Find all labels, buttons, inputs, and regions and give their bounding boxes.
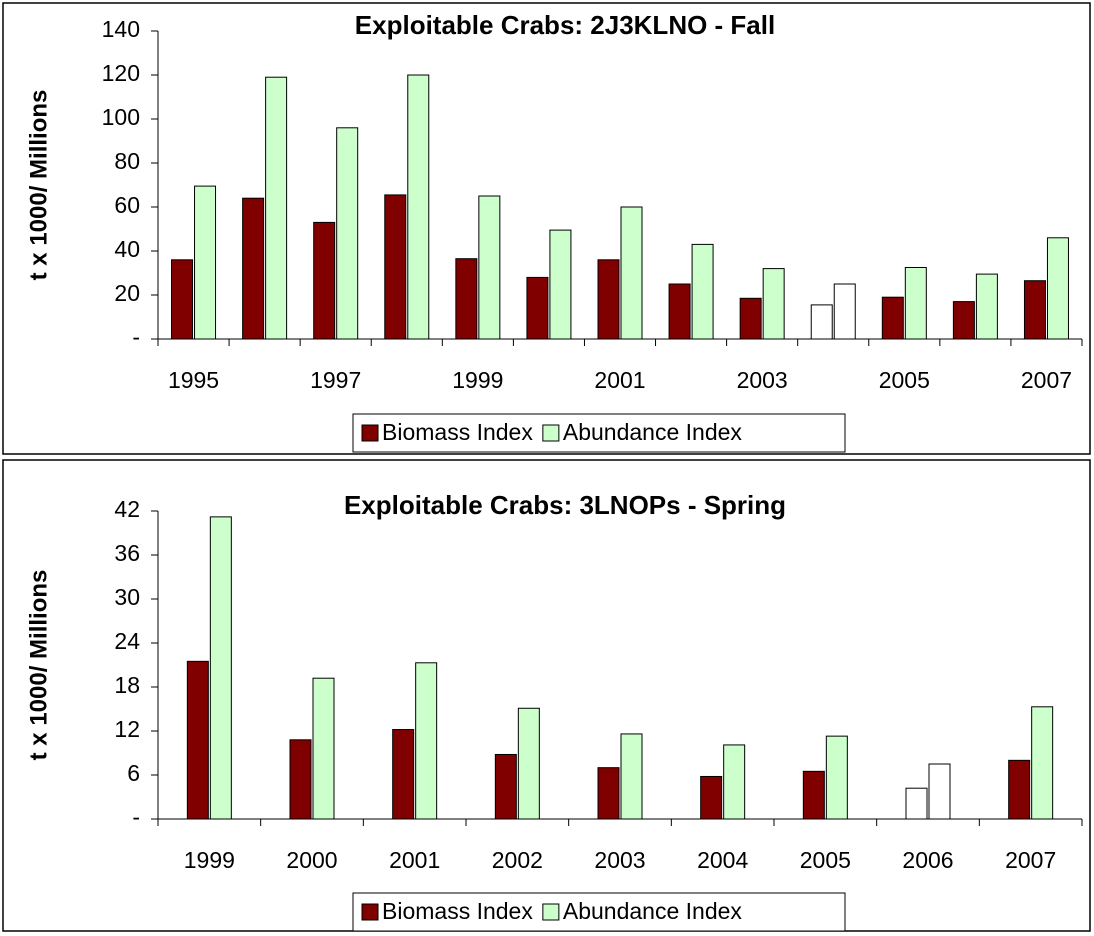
y-tick-label: -	[132, 324, 140, 350]
y-tick-label: 42	[114, 496, 140, 522]
bar	[739, 297, 762, 340]
bar	[904, 267, 927, 340]
chart-frame	[2, 2, 1091, 455]
bar	[526, 276, 549, 340]
bar	[384, 194, 407, 340]
legend-label: Biomass Index	[382, 898, 533, 924]
y-tick-label: 6	[127, 760, 140, 786]
x-tick-label: 1997	[310, 367, 361, 393]
bar	[597, 767, 620, 820]
y-tick-label: 140	[102, 16, 140, 42]
x-tick-label: 1999	[184, 847, 235, 873]
bar	[455, 258, 478, 340]
legend-swatch	[361, 903, 379, 921]
bar	[825, 735, 848, 820]
y-tick-label: -	[132, 804, 140, 830]
bar	[700, 775, 723, 820]
x-tick-label: 2004	[697, 847, 748, 873]
legend-label: Abundance Index	[563, 898, 743, 924]
bar	[407, 74, 430, 340]
bar	[1031, 706, 1054, 820]
bar	[392, 729, 415, 820]
bar	[597, 259, 620, 340]
bar	[802, 770, 825, 820]
bar	[620, 733, 643, 820]
bar	[691, 243, 714, 340]
bar	[171, 259, 194, 340]
legend-box	[352, 413, 846, 453]
x-tick-label: 2007	[1021, 367, 1072, 393]
bar	[833, 283, 856, 340]
bar	[668, 283, 691, 340]
bar	[762, 268, 785, 340]
x-tick-label: 2002	[492, 847, 543, 873]
bar	[186, 660, 209, 820]
y-tick-label: 60	[114, 192, 140, 218]
legend-swatch	[542, 424, 560, 442]
bar	[312, 677, 335, 820]
x-tick-label: 2007	[1005, 847, 1056, 873]
x-tick-label: 2005	[879, 367, 930, 393]
x-tick-label: 2003	[737, 367, 788, 393]
legend-label: Biomass Index	[382, 419, 533, 445]
bar	[242, 197, 265, 340]
y-tick-label: 36	[114, 540, 140, 566]
bar	[313, 221, 336, 340]
bar	[620, 206, 643, 340]
y-tick-label: 40	[114, 236, 140, 262]
bar	[336, 127, 359, 340]
bar	[975, 273, 998, 340]
legend-swatch	[361, 424, 379, 442]
bar	[478, 195, 501, 340]
y-tick-label: 30	[114, 584, 140, 610]
legend-box	[352, 892, 846, 932]
bar	[209, 516, 232, 820]
bar	[1023, 280, 1046, 340]
legend-label: Abundance Index	[563, 419, 743, 445]
bar	[1008, 759, 1031, 820]
y-tick-label: 18	[114, 672, 140, 698]
bar	[952, 301, 975, 340]
chart-title: Exploitable Crabs: 2J3KLNO - Fall	[355, 10, 775, 40]
y-tick-label: 12	[114, 716, 140, 742]
bar	[415, 662, 438, 820]
y-tick-label: 100	[102, 104, 140, 130]
x-tick-label: 2000	[286, 847, 337, 873]
y-axis-title: t x 1000/ Millions	[25, 570, 52, 761]
bar	[928, 763, 951, 820]
y-tick-label: 120	[102, 60, 140, 86]
x-tick-label: 2001	[594, 367, 645, 393]
bar	[517, 707, 540, 820]
bar	[549, 229, 572, 340]
bar	[494, 753, 517, 820]
chart-title: Exploitable Crabs: 3LNOPs - Spring	[344, 490, 786, 520]
y-axis-title: t x 1000/ Millions	[25, 90, 52, 281]
bar	[905, 787, 928, 820]
bar	[1046, 237, 1069, 340]
y-tick-label: 20	[114, 280, 140, 306]
x-tick-label: 1999	[452, 367, 503, 393]
legend-swatch	[542, 903, 560, 921]
bar	[881, 296, 904, 340]
bar	[810, 304, 833, 340]
y-tick-label: 24	[114, 628, 140, 654]
y-tick-label: 80	[114, 148, 140, 174]
x-tick-label: 2001	[389, 847, 440, 873]
x-tick-label: 2006	[902, 847, 953, 873]
bar	[194, 185, 217, 340]
bar	[289, 739, 312, 820]
bar	[265, 76, 288, 340]
x-tick-label: 1995	[168, 367, 219, 393]
x-tick-label: 2003	[594, 847, 645, 873]
x-tick-label: 2005	[800, 847, 851, 873]
bar	[723, 744, 746, 820]
